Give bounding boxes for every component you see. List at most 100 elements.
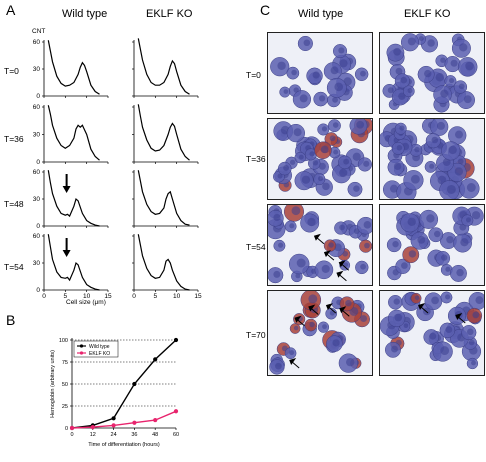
y-tick-label: 60: [33, 169, 41, 176]
cell-nucleus: [333, 149, 339, 155]
cell-nucleus: [446, 184, 456, 194]
data-point: [153, 417, 158, 423]
cell-nucleus: [363, 221, 372, 229]
panel-b-chart: 0 25 50 75 100 0 12 24 36 48 60 Time of differentia…: [50, 337, 179, 448]
micrograph-image: [380, 33, 484, 113]
x-tick-label: 10: [83, 293, 91, 300]
x-tick-label: 48: [152, 432, 158, 438]
panel-c-header-eklfko: EKLF KO: [404, 8, 451, 20]
y-tick-label: 30: [33, 66, 41, 73]
legend-label: EKLF KO: [89, 351, 110, 357]
histogram-curve: [47, 234, 100, 291]
micrograph-image: [268, 205, 372, 285]
cell-nucleus: [456, 268, 464, 277]
arrowhead-shape: [455, 313, 463, 321]
cell-nucleus: [471, 211, 481, 220]
arrowhead-shape: [339, 306, 347, 314]
histogram-curve: [137, 104, 190, 161]
cell-nucleus: [450, 59, 458, 67]
cell-nucleus: [442, 158, 451, 167]
cell-nucleus: [339, 59, 348, 68]
cell-nucleus: [330, 66, 339, 75]
micrograph-image: [380, 205, 484, 285]
y-tick-label: 60: [33, 233, 41, 240]
histogram-eklfko-row-2: [132, 170, 199, 228]
cell-nucleus: [446, 236, 454, 244]
cell-nucleus: [301, 175, 311, 184]
y-tick-label: 0: [36, 159, 40, 166]
cell-nucleus: [295, 273, 301, 279]
histogram-eklfko-row-1: [132, 104, 199, 164]
cell-nucleus: [471, 360, 476, 366]
cell-nucleus: [407, 37, 416, 46]
cell-nucleus: [392, 241, 399, 248]
cell-nucleus: [293, 128, 302, 137]
cell-nucleus: [308, 294, 318, 304]
cell-nucleus: [445, 326, 453, 333]
cell-nucleus: [293, 325, 299, 331]
cell-arrowhead: [325, 303, 337, 314]
panel-c-header-wildtype: Wild type: [298, 8, 344, 20]
cell-nucleus: [395, 67, 403, 75]
y-tick-label: 50: [62, 382, 68, 388]
cell-nucleus: [429, 163, 435, 169]
cell-nucleus: [352, 152, 361, 161]
cell-arrowhead: [455, 313, 466, 324]
cell-nucleus: [387, 87, 394, 94]
histogram-wildtype-row-2: 0 30 60: [33, 169, 109, 230]
arrowhead-tail: [339, 274, 347, 282]
cell-nucleus: [445, 294, 451, 300]
y-tick-label: 0: [36, 223, 40, 230]
arrowhead-tail: [341, 309, 350, 317]
cell-nucleus: [424, 69, 432, 78]
arrowhead-tail: [341, 263, 350, 271]
cell-nucleus: [465, 217, 472, 223]
cell-nucleus: [426, 214, 435, 223]
cell-arrowhead: [339, 306, 350, 317]
data-point: [173, 409, 179, 414]
cell-nucleus: [457, 158, 464, 165]
cell-nucleus: [466, 183, 476, 192]
arrowhead-tail: [328, 306, 337, 314]
cell-nucleus: [307, 217, 316, 227]
cell-nucleus: [312, 160, 319, 166]
arrowhead-tail: [297, 319, 305, 327]
cell-nucleus: [410, 174, 420, 184]
cell-nucleus: [338, 47, 345, 54]
cell-nucleus: [289, 159, 296, 165]
histogram-eklfko-row-3: 0 5 10 15: [132, 234, 202, 300]
cell-nucleus: [431, 296, 439, 305]
panel-a-histograms: 0 30 60 0 30 60 0 30 60 0 30 60 0 5 10 15 0 5 10 15: [33, 38, 202, 300]
x-tick-label: 24: [111, 432, 117, 438]
histogram-curve: [137, 170, 190, 226]
legend-marker: [79, 344, 84, 348]
cell-nucleus: [364, 242, 370, 249]
legend-marker: [79, 351, 84, 355]
arrow-t48: [62, 174, 71, 193]
data-point: [132, 420, 137, 425]
panel-a-x-label: Cell size (μm): [66, 299, 106, 306]
arrowhead-tail: [420, 306, 429, 314]
y-tick-label: 75: [62, 360, 68, 366]
cell-nucleus: [429, 332, 437, 340]
cell-arrowhead: [323, 250, 335, 261]
series-eklfko: [69, 409, 179, 431]
cell-nucleus: [463, 95, 472, 104]
cell-nucleus: [343, 262, 349, 267]
cell-nucleus: [449, 77, 455, 84]
data-point: [153, 357, 158, 362]
micrograph-wildtype-t36: [267, 118, 373, 200]
arrow-head: [62, 250, 71, 257]
cell-nucleus: [289, 223, 295, 229]
cell-nucleus: [458, 83, 465, 90]
cell-nucleus: [468, 339, 475, 346]
arrowhead-shape: [289, 358, 297, 366]
cell-nucleus: [343, 158, 350, 165]
cell-nucleus: [414, 146, 420, 153]
cell-nucleus: [417, 235, 426, 244]
cell-nucleus: [407, 217, 416, 227]
cell-nucleus: [332, 122, 339, 128]
panel-a-row-label-t54: T=54: [4, 262, 24, 272]
cell-nucleus: [472, 311, 480, 319]
panel-a-row-label-t48: T=48: [4, 199, 24, 209]
